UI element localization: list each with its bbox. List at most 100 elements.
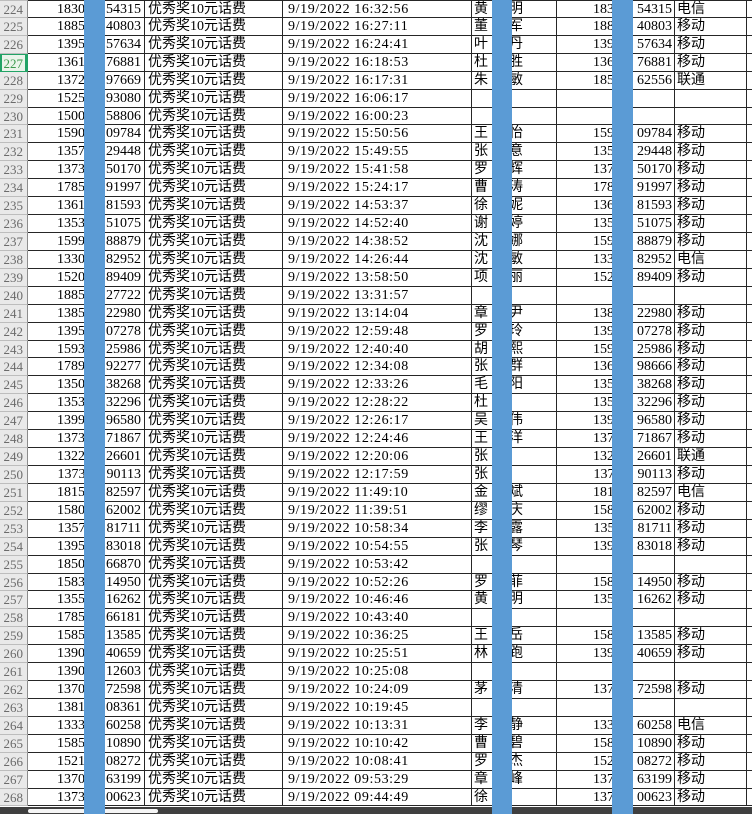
row-header-cell[interactable]: 260 [0,645,28,664]
row-header-cell[interactable]: 248 [0,430,28,449]
name-cell[interactable] [472,663,557,682]
prize-cell[interactable]: 优秀奖10元话费 [145,286,283,305]
prize-cell[interactable]: 优秀奖10元话费 [145,591,283,610]
datetime-cell[interactable]: 9/19/2022 10:46:46 [283,591,472,610]
carrier-cell[interactable]: 移动 [675,340,747,359]
name-cell[interactable]: 王岳 [472,627,557,646]
datetime-cell[interactable]: 9/19/2022 16:18:53 [283,53,472,72]
datetime-cell[interactable]: 9/19/2022 16:06:17 [283,89,472,108]
phone-cell[interactable]: 1373 50170 [27,161,145,180]
name-cell[interactable] [472,555,557,574]
row-header-cell[interactable]: 246 [0,394,28,413]
number-cell[interactable]: 139 57634 [557,35,675,54]
prize-cell[interactable]: 优秀奖10元话费 [145,232,283,251]
name-cell[interactable]: 曹涛 [472,179,557,198]
name-cell[interactable]: 黄明 [472,0,557,18]
datetime-cell[interactable]: 9/19/2022 12:17:59 [283,465,472,484]
name-cell[interactable]: 林跑 [472,645,557,664]
row-header-cell[interactable]: 243 [0,340,28,359]
prize-cell[interactable]: 优秀奖10元话费 [145,125,283,144]
carrier-cell[interactable]: 移动 [675,197,747,216]
prize-cell[interactable]: 优秀奖10元话费 [145,752,283,771]
carrier-cell[interactable]: 移动 [675,501,747,520]
name-cell[interactable]: 杜 [472,394,557,413]
prize-cell[interactable]: 优秀奖10元话费 [145,555,283,574]
row-header-cell[interactable]: 249 [0,448,28,466]
name-cell[interactable] [472,609,557,628]
name-cell[interactable]: 徐妮 [472,197,557,216]
datetime-cell[interactable]: 9/19/2022 15:41:58 [283,161,472,180]
name-cell[interactable] [472,89,557,108]
name-cell[interactable]: 章尹 [472,304,557,323]
datetime-cell[interactable]: 9/19/2022 16:24:41 [283,35,472,54]
datetime-cell[interactable]: 9/19/2022 10:13:31 [283,716,472,735]
prize-cell[interactable]: 优秀奖10元话费 [145,698,283,717]
carrier-cell[interactable]: 移动 [675,537,747,556]
carrier-cell[interactable]: 移动 [675,430,747,449]
name-cell[interactable]: 胡熙 [472,340,557,359]
row-header-cell[interactable]: 224 [0,0,28,18]
prize-cell[interactable]: 优秀奖10元话费 [145,483,283,502]
name-cell[interactable] [472,286,557,305]
carrier-cell[interactable]: 移动 [675,394,747,413]
prize-cell[interactable]: 优秀奖10元话费 [145,788,283,807]
prize-cell[interactable]: 优秀奖10元话费 [145,161,283,180]
row-header-cell[interactable]: 261 [0,663,28,682]
datetime-cell[interactable]: 9/19/2022 12:59:48 [283,322,472,341]
carrier-cell[interactable]: 移动 [675,591,747,610]
datetime-cell[interactable]: 9/19/2022 12:40:40 [283,340,472,359]
name-cell[interactable]: 张 [472,465,557,484]
carrier-cell[interactable]: 移动 [675,681,747,699]
datetime-cell[interactable]: 9/19/2022 10:25:51 [283,645,472,664]
row-header-cell[interactable]: 252 [0,501,28,520]
datetime-cell[interactable]: 9/19/2022 10:54:55 [283,537,472,556]
prize-cell[interactable]: 优秀奖10元话费 [145,53,283,72]
carrier-cell[interactable]: 移动 [675,519,747,538]
name-cell[interactable]: 黄明 [472,591,557,610]
prize-cell[interactable]: 优秀奖10元话费 [145,412,283,431]
row-header-cell[interactable]: 250 [0,465,28,484]
prize-cell[interactable]: 优秀奖10元话费 [145,681,283,699]
row-header-cell[interactable]: 259 [0,627,28,646]
row-header-cell[interactable]: 241 [0,304,28,323]
datetime-cell[interactable]: 9/19/2022 15:24:17 [283,179,472,198]
datetime-cell[interactable]: 9/19/2022 16:27:11 [283,17,472,36]
prize-cell[interactable]: 优秀奖10元话费 [145,645,283,664]
datetime-cell[interactable]: 9/19/2022 12:26:17 [283,412,472,431]
name-cell[interactable]: 罗杰 [472,752,557,771]
datetime-cell[interactable]: 9/19/2022 13:58:50 [283,268,472,287]
prize-cell[interactable]: 优秀奖10元话费 [145,71,283,90]
datetime-cell[interactable]: 9/19/2022 16:17:31 [283,71,472,90]
carrier-cell[interactable]: 移动 [675,161,747,180]
row-header-cell[interactable]: 239 [0,268,28,287]
carrier-cell[interactable]: 移动 [675,143,747,162]
datetime-cell[interactable]: 9/19/2022 12:33:26 [283,376,472,395]
row-header-cell[interactable]: 237 [0,232,28,251]
name-cell[interactable]: 李静 [472,716,557,735]
datetime-cell[interactable]: 9/19/2022 10:36:25 [283,627,472,646]
row-header-cell[interactable]: 240 [0,286,28,305]
name-cell[interactable] [472,698,557,717]
row-header-cell[interactable]: 268 [0,788,28,807]
row-header-cell[interactable]: 234 [0,179,28,198]
name-cell[interactable]: 缪庆 [472,501,557,520]
row-header-cell[interactable]: 262 [0,681,28,699]
prize-cell[interactable]: 优秀奖10元话费 [145,89,283,108]
carrier-cell[interactable]: 电信 [675,716,747,735]
row-header-cell[interactable]: 265 [0,734,28,753]
row-header-cell[interactable]: 267 [0,770,28,789]
name-cell[interactable]: 叶丹 [472,35,557,54]
carrier-cell[interactable]: 移动 [675,179,747,198]
datetime-cell[interactable]: 9/19/2022 09:53:29 [283,770,472,789]
prize-cell[interactable]: 优秀奖10元话费 [145,179,283,198]
row-header-cell[interactable]: 254 [0,537,28,556]
row-header-cell[interactable]: 247 [0,412,28,431]
row-header-cell[interactable]: 229 [0,89,28,108]
datetime-cell[interactable]: 9/19/2022 12:28:22 [283,394,472,413]
datetime-cell[interactable]: 9/19/2022 10:25:08 [283,663,472,682]
row-header-cell[interactable]: 255 [0,555,28,574]
row-header-cell[interactable]: 228 [0,71,28,90]
prize-cell[interactable]: 优秀奖10元话费 [145,501,283,520]
prize-cell[interactable]: 优秀奖10元话费 [145,304,283,323]
carrier-cell[interactable] [675,698,747,717]
